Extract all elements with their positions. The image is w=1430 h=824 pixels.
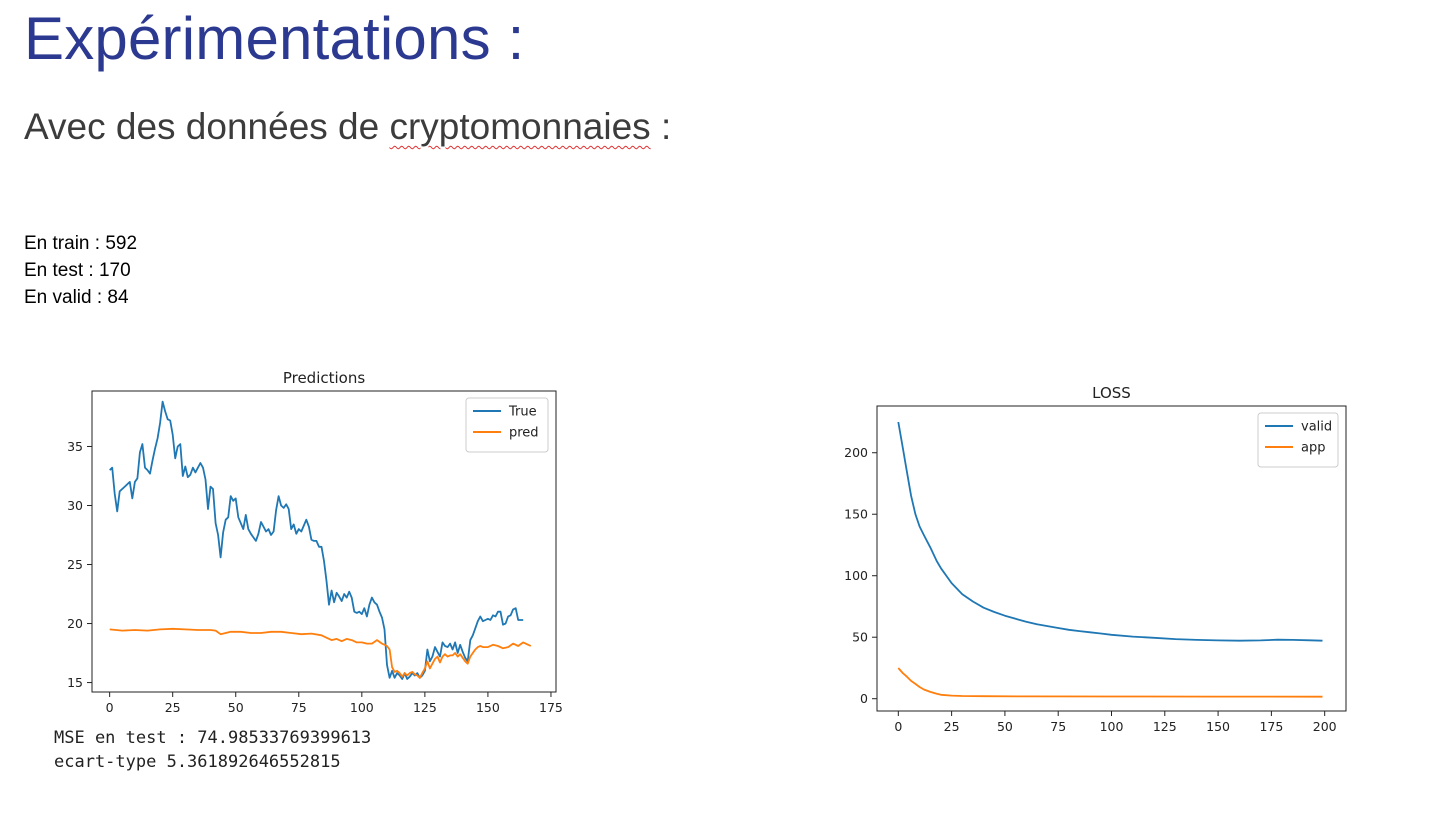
pred-chart-title: Predictions [283, 369, 366, 387]
y-tick-label: 15 [67, 675, 83, 690]
x-tick-label: 150 [1206, 719, 1230, 734]
x-tick-label: 0 [894, 719, 902, 734]
y-tick-label: 30 [67, 498, 83, 513]
series-line-valid [897, 421, 1323, 642]
series-line-True [109, 400, 524, 680]
pred-plot-frame [91, 390, 557, 693]
std-output-line: ecart-type 5.361892646552815 [54, 752, 341, 772]
y-tick-label: 20 [67, 616, 83, 631]
loss-chart: LOSS 0 25 50 75 100 125 150 175 200 0 50 100 150 200 va… [844, 384, 1347, 734]
series-line-pred [109, 627, 532, 679]
x-tick-label: 150 [476, 700, 500, 715]
series-line-app [897, 667, 1323, 698]
metrics-output: MSE en test : 74.98533769399613 ecart-typ… [54, 726, 371, 774]
mse-output-line: MSE en test : 74.98533769399613 [54, 728, 372, 748]
stat-train: En train : 592 [24, 233, 138, 254]
slide-subtitle: Avec des données de cryptomonnaies : [24, 106, 671, 148]
stat-valid: En valid : 84 [24, 287, 129, 308]
dataset-split-stats: En train : 592 En test : 170 En valid : … [24, 230, 137, 311]
spellcheck-flagged-word[interactable]: cryptomonnaies [389, 106, 651, 147]
y-tick-label: 100 [844, 568, 868, 583]
stat-test: En test : 170 [24, 260, 131, 281]
x-tick-label: 100 [350, 700, 374, 715]
predictions-chart: Predictions 0 25 50 75 100 125 150 175 15 20 25 30 35… [67, 369, 563, 715]
x-tick-label: 175 [1259, 719, 1283, 734]
legend-label-app: app [1301, 441, 1325, 456]
y-tick-label: 150 [844, 507, 868, 522]
x-tick-label: 125 [1153, 719, 1177, 734]
legend-label-True: True [508, 405, 537, 420]
x-tick-label: 200 [1313, 719, 1337, 734]
x-tick-label: 25 [165, 700, 181, 715]
y-tick-label: 200 [844, 445, 868, 460]
loss-chart-title: LOSS [1092, 384, 1131, 402]
legend-label-valid: valid [1301, 420, 1332, 435]
x-tick-label: 50 [228, 700, 244, 715]
y-tick-label: 50 [852, 630, 868, 645]
slide-title: Expérimentations : [24, 5, 525, 72]
y-tick-label: 0 [860, 691, 868, 706]
x-tick-label: 75 [1050, 719, 1066, 734]
x-tick-label: 175 [539, 700, 563, 715]
x-tick-label: 125 [413, 700, 437, 715]
x-tick-label: 25 [944, 719, 960, 734]
x-tick-label: 50 [997, 719, 1013, 734]
y-tick-label: 35 [67, 439, 83, 454]
subtitle-text: Avec des données de [24, 106, 390, 147]
x-tick-label: 0 [106, 700, 114, 715]
x-tick-label: 100 [1100, 719, 1124, 734]
subtitle-colon: : [650, 106, 672, 147]
x-tick-label: 75 [291, 700, 307, 715]
y-tick-label: 25 [67, 557, 83, 572]
legend-label-pred: pred [509, 426, 539, 441]
